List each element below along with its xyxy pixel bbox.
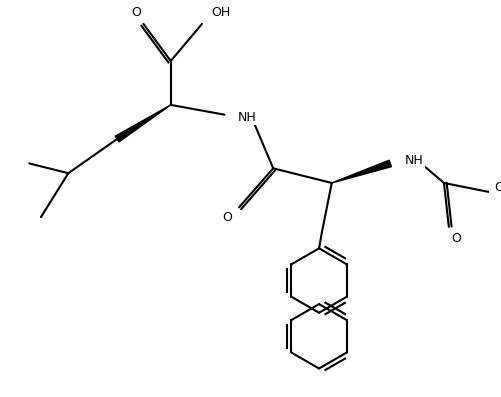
Text: OH: OH: [212, 6, 231, 19]
Polygon shape: [115, 105, 171, 142]
Text: NH: NH: [405, 154, 424, 167]
Text: O: O: [222, 210, 232, 224]
Polygon shape: [332, 160, 391, 183]
Text: O: O: [494, 181, 501, 195]
Text: NH: NH: [238, 111, 257, 124]
Text: O: O: [132, 6, 142, 19]
Text: O: O: [452, 232, 461, 245]
